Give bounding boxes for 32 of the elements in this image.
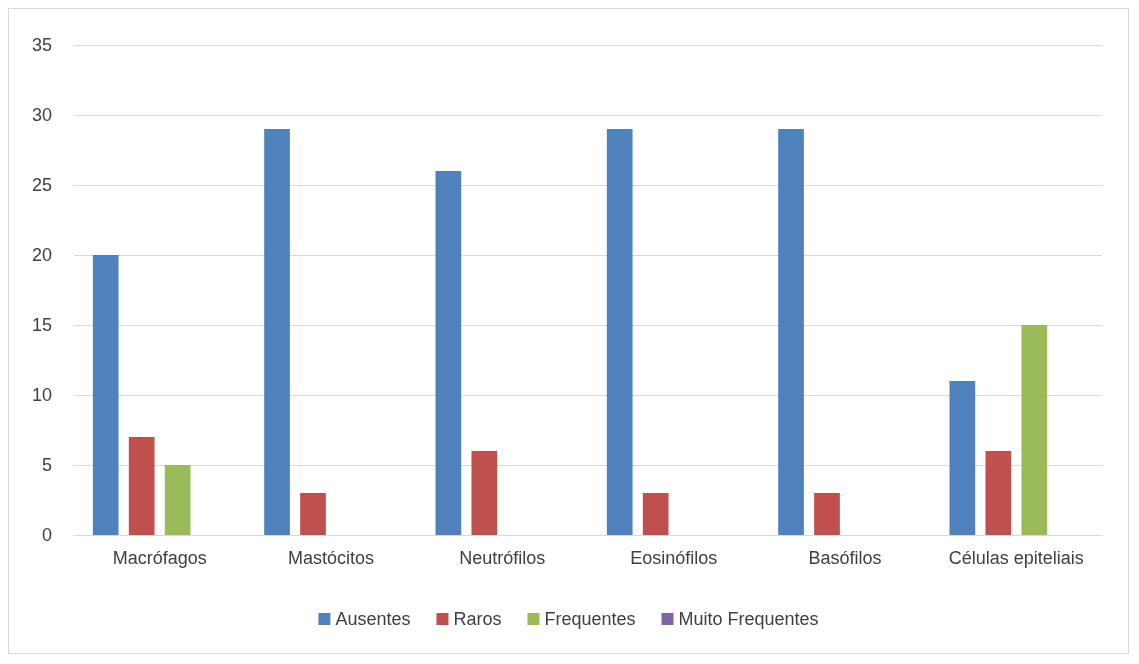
bar <box>128 437 155 535</box>
legend-label: Raros <box>453 609 502 629</box>
y-tick-label: 25 <box>31 175 52 195</box>
y-tick-label: 10 <box>31 385 52 405</box>
bar <box>985 451 1012 535</box>
x-tick-label: Macrófagos <box>112 548 207 568</box>
y-tick-label: 15 <box>31 315 52 335</box>
y-tick-label: 30 <box>31 105 52 125</box>
bar <box>164 465 191 535</box>
bar <box>1021 325 1048 535</box>
x-tick-label: Eosinófilos <box>630 548 718 568</box>
x-tick-label: Basófilos <box>808 548 882 568</box>
bar <box>606 129 633 535</box>
x-tick-label: Neutrófilos <box>459 548 546 568</box>
bar <box>814 493 840 535</box>
y-tick-label: 0 <box>41 525 52 545</box>
x-tick-label: Células epiteliais <box>948 548 1084 568</box>
y-tick-label: 5 <box>41 455 52 475</box>
bar <box>642 493 669 535</box>
y-tick-label: 35 <box>31 35 52 55</box>
bar <box>949 381 976 535</box>
legend-label: Muito Frequentes <box>678 609 819 629</box>
bar <box>778 129 804 535</box>
bar <box>471 451 498 535</box>
legend-label: Ausentes <box>335 609 411 629</box>
bar <box>435 171 462 535</box>
bar <box>300 493 326 535</box>
y-tick-label: 20 <box>31 245 52 265</box>
x-tick-label: Mastócitos <box>287 548 375 568</box>
bar <box>92 255 119 535</box>
legend-label: Frequentes <box>544 609 636 629</box>
bar <box>264 129 290 535</box>
